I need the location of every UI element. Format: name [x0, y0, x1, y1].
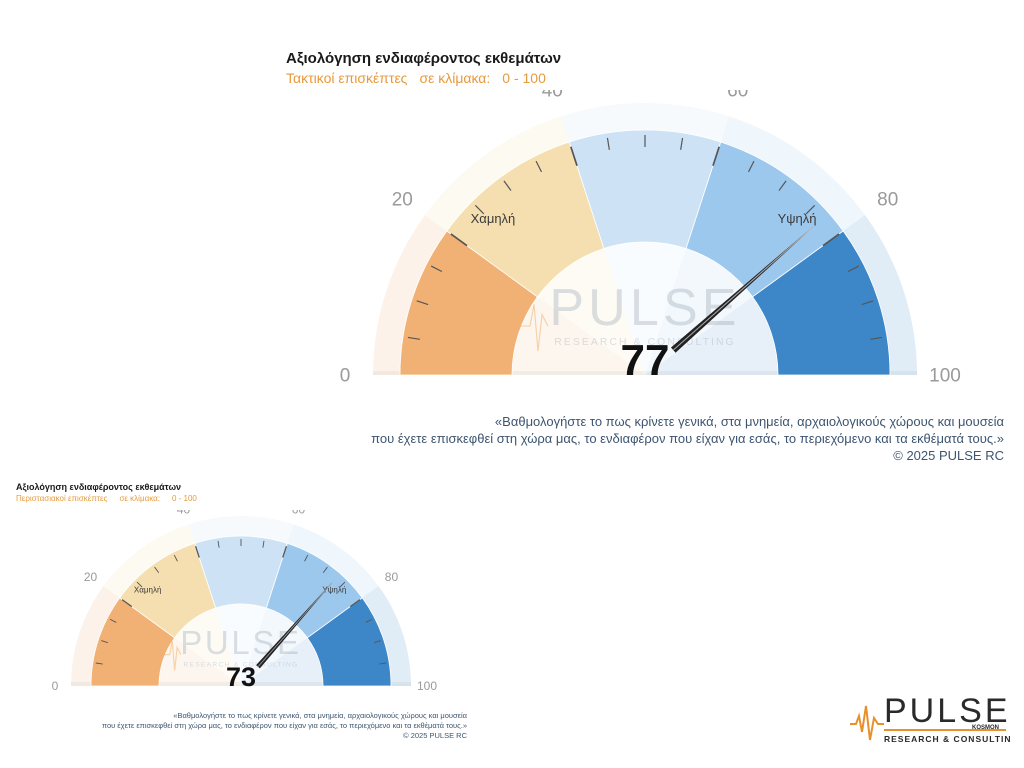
caption-line: «Βαθμολογήστε το πως κρίνετε γενικά, στα… — [173, 711, 467, 720]
tick-label: 0 — [52, 679, 59, 693]
caption-line: που έχετε επισκεφθεί στη χώρα μας, το εν… — [371, 431, 1004, 446]
gauge-value: 77 — [621, 336, 670, 385]
minor-tick — [173, 554, 178, 562]
minor-tick — [407, 336, 420, 340]
copyright: © 2025 PULSE RC — [893, 448, 1004, 463]
major-tick — [282, 546, 288, 558]
tick-label: 40 — [542, 90, 563, 101]
watermark-brand: PULSE — [549, 279, 740, 337]
minor-tick — [778, 180, 787, 191]
copyright: © 2025 PULSE RC — [403, 731, 467, 740]
minor-tick — [747, 160, 755, 173]
chart-title: Αξιολόγηση ενδιαφέροντος εκθεμάτων — [286, 50, 562, 67]
subtitle-group: Τακτικοί επισκέπτες — [286, 70, 408, 86]
tick-label: 100 — [417, 679, 437, 693]
logo-tagline: RESEARCH & CONSULTING — [884, 734, 1010, 744]
major-tick — [349, 599, 361, 608]
minor-tick — [430, 265, 443, 273]
minor-tick — [136, 581, 143, 588]
zone-label: Χαμηλή — [134, 586, 161, 595]
subtitle-scale: σε κλίμακα: — [119, 494, 160, 503]
minor-tick — [154, 566, 160, 574]
major-tick — [450, 233, 468, 247]
minor-tick — [322, 566, 328, 574]
watermark-brand: PULSE — [180, 624, 301, 661]
pulse-wave-icon — [163, 640, 182, 671]
minor-tick — [805, 204, 816, 215]
major-tick — [712, 146, 720, 167]
minor-tick — [379, 662, 387, 665]
question-caption: «Βαθμολογήστε το πως κρίνετε γενικά, στα… — [102, 711, 467, 741]
watermark-tagline: RESEARCH & CONSULTING — [183, 662, 298, 669]
watermark-tagline: RESEARCH & CONSULTING — [554, 337, 735, 348]
gauge-value: 73 — [226, 662, 256, 692]
tick-label: 40 — [177, 510, 191, 516]
pulse-wave-icon — [850, 705, 884, 741]
major-tick — [570, 146, 578, 167]
subtitle-scale: σε κλίμακα: — [419, 70, 491, 86]
zone-label: Υψηλή — [322, 586, 346, 595]
minor-tick — [95, 662, 103, 665]
logo-brand: PULSE — [884, 692, 1010, 730]
tick-label: 100 — [929, 366, 961, 387]
major-tick — [822, 233, 840, 247]
caption-line: που έχετε επισκεφθεί στη χώρα μας, το εν… — [101, 721, 467, 730]
minor-tick — [680, 137, 684, 150]
question-caption: «Βαθμολογήστε το πως κρίνετε γενικά, στα… — [371, 413, 1004, 464]
minor-tick — [416, 300, 429, 306]
minor-tick — [365, 618, 373, 623]
minor-tick — [262, 540, 265, 548]
minor-tick — [339, 581, 346, 588]
tick-label: 60 — [292, 510, 306, 516]
caption-line: «Βαθμολογήστε το πως κρίνετε γενικά, στα… — [494, 414, 1004, 429]
minor-tick — [374, 640, 381, 644]
minor-tick — [109, 618, 117, 623]
pulse-wave-icon — [520, 304, 549, 352]
subtitle-range: 0 - 100 — [171, 494, 197, 503]
tick-label: 60 — [727, 90, 748, 101]
chart-subtitle: Τακτικοί επισκέπτες σε κλίμακα: 0 - 100 — [286, 70, 546, 86]
gauge-band — [752, 230, 891, 376]
minor-tick — [217, 540, 220, 548]
pulse-logo: PULSE KOSMON RESEARCH & CONSULTING — [850, 692, 1010, 744]
tick-label: 0 — [340, 366, 351, 387]
tick-label: 80 — [385, 570, 399, 584]
minor-tick — [101, 640, 108, 644]
logo-sub: KOSMON — [972, 725, 999, 731]
zone-label: Χαμηλή — [471, 211, 516, 226]
zone-label: Υψηλή — [778, 211, 817, 226]
minor-tick — [847, 265, 860, 273]
chart-subtitle: Περιστασιακοί επισκέπτες σε κλίμακα: 0 - 1… — [16, 494, 197, 503]
minor-tick — [535, 160, 543, 173]
minor-tick — [861, 300, 874, 306]
subtitle-range: 0 - 100 — [502, 70, 546, 86]
major-tick — [121, 599, 133, 608]
minor-tick — [503, 180, 512, 191]
subtitle-group: Περιστασιακοί επισκέπτες — [16, 494, 108, 503]
major-tick — [194, 546, 200, 558]
minor-tick — [606, 137, 610, 150]
tick-label: 80 — [877, 189, 898, 210]
tick-label: 20 — [392, 189, 413, 210]
tick-label: 20 — [84, 570, 98, 584]
minor-tick — [870, 336, 883, 340]
chart-title: Αξιολόγηση ενδιαφέροντος εκθεμάτων — [16, 482, 182, 492]
minor-tick — [304, 554, 309, 562]
minor-tick — [474, 204, 485, 215]
